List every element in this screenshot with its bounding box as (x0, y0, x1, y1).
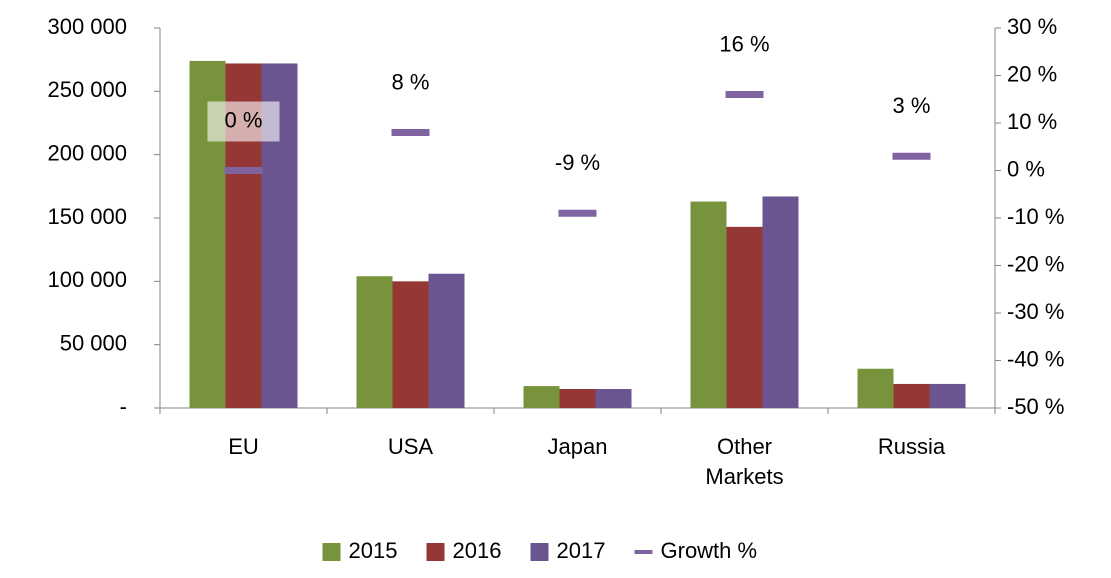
y2-tick-label: -10 % (1007, 204, 1064, 229)
y-tick-label: 250 000 (47, 77, 127, 102)
legend-label: Growth % (661, 538, 758, 563)
y-tick-label: 300 000 (47, 14, 127, 39)
x-tick-label: Russia (877, 434, 946, 459)
bar (893, 383, 930, 408)
growth-label-bg (875, 87, 948, 128)
y2-tick-label: -30 % (1007, 299, 1064, 324)
x-tick-label: EU (228, 434, 259, 459)
y2-tick-label: -50 % (1007, 394, 1064, 419)
legend-label: 2015 (349, 538, 398, 563)
y2-tick-label: -20 % (1007, 251, 1064, 276)
x-tick-label: Other Markets (705, 434, 784, 489)
y2-tick-label: 30 % (1007, 14, 1057, 39)
legend-label: 2016 (453, 538, 502, 563)
y-tick-label: 50 000 (60, 330, 127, 355)
bar (523, 386, 560, 408)
y2-tick-label: 0 % (1007, 156, 1045, 181)
bar (428, 273, 465, 408)
growth-label: -9 % (555, 150, 600, 175)
bar (392, 281, 429, 408)
bar (595, 389, 632, 408)
legend-marker (530, 543, 549, 561)
y-tick-label: 100 000 (47, 267, 127, 292)
bar (762, 196, 799, 408)
bar (690, 201, 727, 408)
bar (559, 389, 596, 408)
growth-label: 8 % (392, 69, 430, 94)
x-tick-label: Japan (547, 434, 608, 459)
growth-label-bg (708, 25, 781, 66)
growth-label-bg (541, 144, 614, 185)
bar (356, 276, 393, 408)
y2-tick-label: 10 % (1007, 109, 1057, 134)
y-tick-label: - (120, 394, 127, 419)
growth-label: 16 % (719, 31, 769, 56)
legend-marker (322, 543, 341, 561)
bar (857, 368, 894, 408)
y-tick-label: 200 000 (47, 140, 127, 165)
bar (726, 226, 763, 408)
y2-tick-label: -40 % (1007, 346, 1064, 371)
legend-marker (426, 543, 445, 561)
growth-label-bg (207, 101, 280, 142)
growth-label-bg (374, 63, 447, 104)
growth-label: 0 % (225, 107, 263, 132)
legend-label: 2017 (557, 538, 606, 563)
y-tick-label: 150 000 (47, 204, 127, 229)
y2-tick-label: 20 % (1007, 61, 1057, 86)
bar (929, 383, 966, 408)
x-tick-label: USA (387, 434, 434, 459)
growth-label: 3 % (893, 93, 931, 118)
